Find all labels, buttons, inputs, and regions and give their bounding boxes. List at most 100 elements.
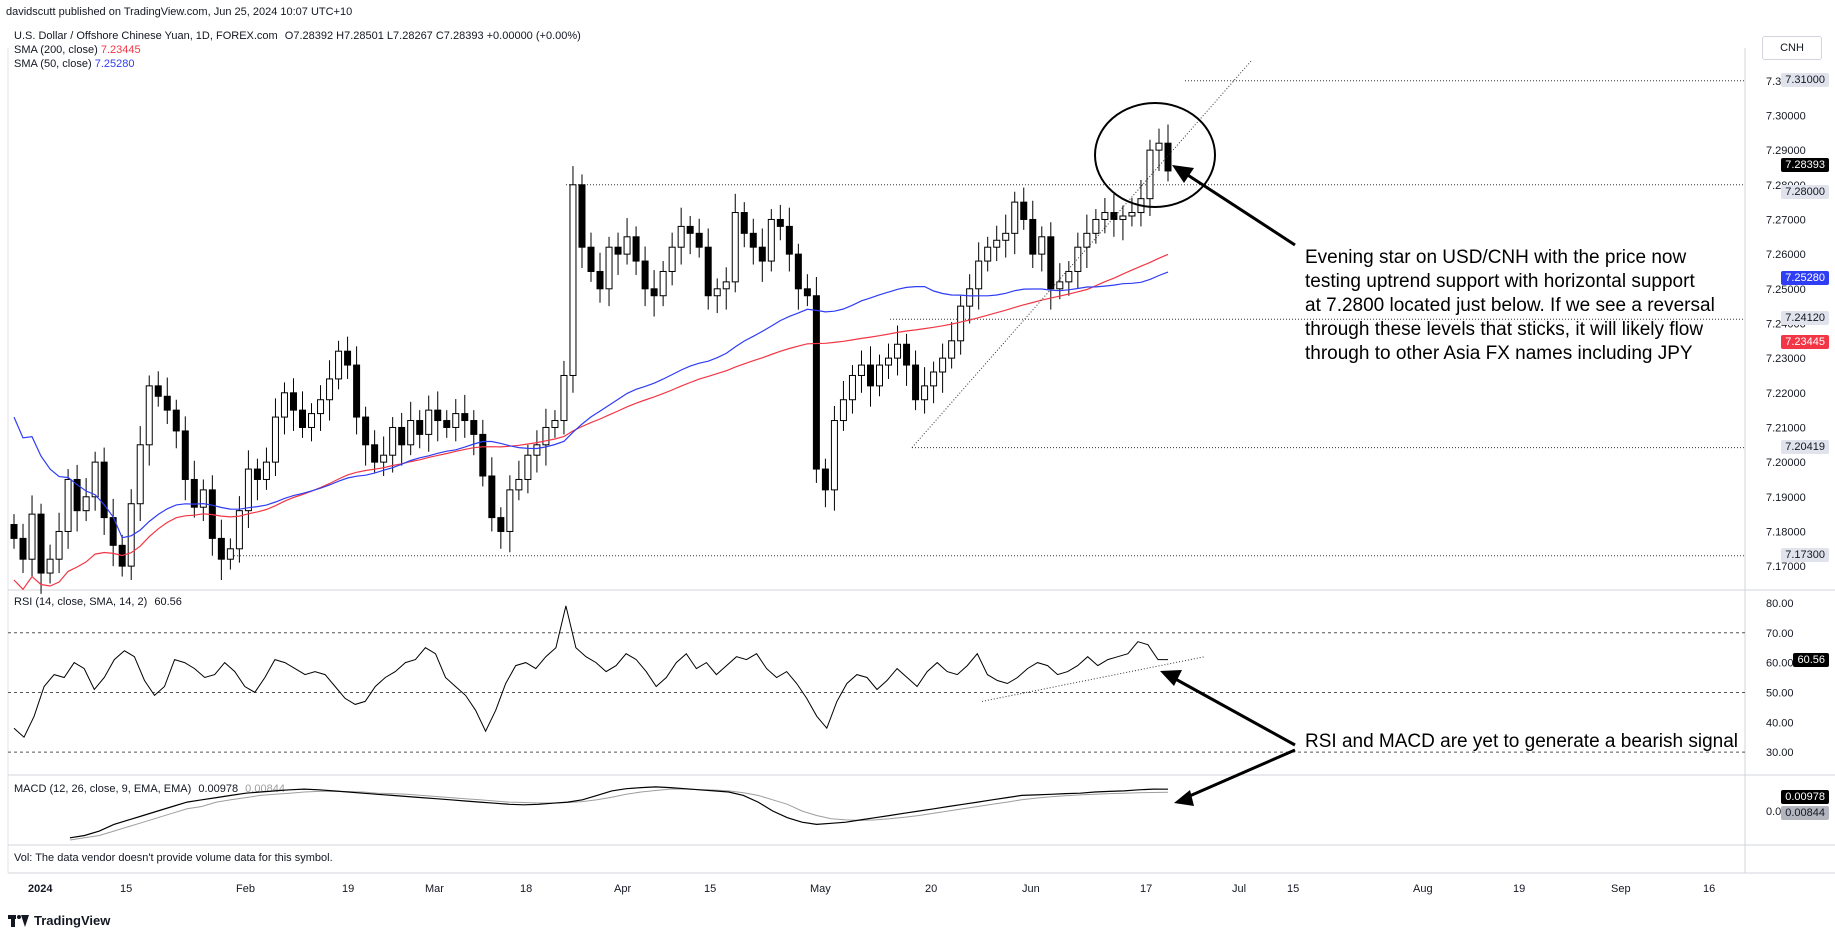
candle-up [1092,218,1100,234]
price-tick-label: 7.20000 [1766,457,1806,469]
candle-down [353,364,361,418]
candle-up [984,246,992,262]
sma50-label: SMA (50, close) [14,58,92,70]
candle-down [903,343,911,366]
footer-brand[interactable]: TradingView [8,913,110,928]
ohlc-values: O7.28392 H7.28501 L7.28267 C7.28393 +0.0… [284,30,581,42]
time-tick-label: Apr [614,883,631,895]
candle-up [668,246,676,272]
candle-up [506,489,514,532]
candle-down [479,433,487,477]
time-tick-label: Jul [1232,883,1246,895]
candle-down [443,420,451,428]
candle-down [803,288,811,297]
candle-up [551,420,559,428]
candle-down [1110,212,1118,220]
price-tick-label: 7.22000 [1766,388,1806,400]
candle-up [848,374,856,401]
time-tick-label: 20 [925,883,937,895]
candle-down [641,260,649,290]
candle-up [1119,215,1127,220]
sma200-legend[interactable]: SMA (200, close) 7.23445 [14,44,141,56]
candle-up [145,385,153,446]
candle-up [326,378,334,401]
candle-up [966,288,974,307]
candle-up [767,218,775,262]
candle-down [163,395,171,411]
price-tick-label: 7.19000 [1766,492,1806,504]
macd-legend[interactable]: MACD (12, 26, close, 9, EMA, EMA) 0.0097… [14,783,285,795]
price-label-last: 7.28393 [1781,158,1829,173]
candle-down [650,288,658,297]
candle-down [1020,201,1028,220]
candle-up [1146,149,1154,200]
candle-up [55,530,63,560]
price-label-level: 7.31000 [1781,72,1829,87]
candle-up [1083,232,1091,248]
candle-up [389,426,397,456]
price-label-sma200: 7.23445 [1781,334,1829,349]
candle-down [758,246,766,262]
candle-up [235,510,243,550]
rsi-tick-label: 40.00 [1766,717,1794,729]
macd-legend-value: 0.00978 [198,783,239,795]
candle-down [821,468,829,491]
candle-down [172,409,180,432]
currency-button[interactable]: CNH [1762,36,1822,60]
candle-down [416,420,424,435]
candle-down [100,461,108,519]
candle-down [37,513,45,574]
time-tick-label: 17 [1140,883,1152,895]
price-tick-label: 7.17000 [1766,561,1806,573]
candle-down [1164,142,1172,172]
rsi-legend[interactable]: RSI (14, close, SMA, 14, 2) 60.56 [14,596,182,608]
rsi-trendline [981,656,1206,702]
rsi-legend-value: 60.56 [154,596,182,608]
candle-up [425,409,433,435]
candle-up [64,478,72,532]
candle-down [362,416,370,446]
time-tick-label: Mar [425,883,444,895]
candle-up [226,548,234,560]
candle-up [830,420,838,491]
candle-up [659,270,667,297]
candle-up [731,212,739,283]
candle-up [244,468,252,512]
candle-down [686,225,694,234]
candle-down [794,253,802,290]
candle-down [344,350,352,366]
sma50-legend[interactable]: SMA (50, close) 7.25280 [14,58,134,70]
candle-up [993,239,1001,248]
footer-brand-text: TradingView [34,913,111,928]
time-tick-label: May [810,883,831,895]
rsi-tick-label: 50.00 [1766,687,1794,699]
macd-value-label: 0.00978 [1781,790,1829,804]
candle-up [839,399,847,422]
annotation-rsi-macd: RSI and MACD are yet to generate a beari… [1305,731,1739,752]
candle-down [776,218,784,227]
candle-up [569,184,577,376]
candle-down [695,232,703,248]
price-tick-label: 7.23000 [1766,353,1806,365]
annotation-arrow-macd [1184,748,1296,800]
candle-up [452,413,460,428]
candle-up [885,357,893,366]
sma50-line [13,271,1169,539]
candle-up [921,385,929,401]
candle-up [722,281,730,290]
candle-up [308,413,316,428]
candle-up [82,496,90,512]
candle-up [542,426,550,446]
candle-down [299,409,306,428]
candle-down [596,270,604,290]
annotation-evening-star: Evening star on USD/CNH with the price n… [1305,247,1715,364]
rsi-tick-label: 30.00 [1766,747,1794,759]
candle-up [894,343,902,359]
candle-up [1038,236,1046,255]
rsi-tick-label: 80.00 [1766,598,1794,610]
candle-up [948,340,956,359]
candle-up [939,357,947,373]
candle-down [470,420,478,435]
candle-up [46,558,54,574]
